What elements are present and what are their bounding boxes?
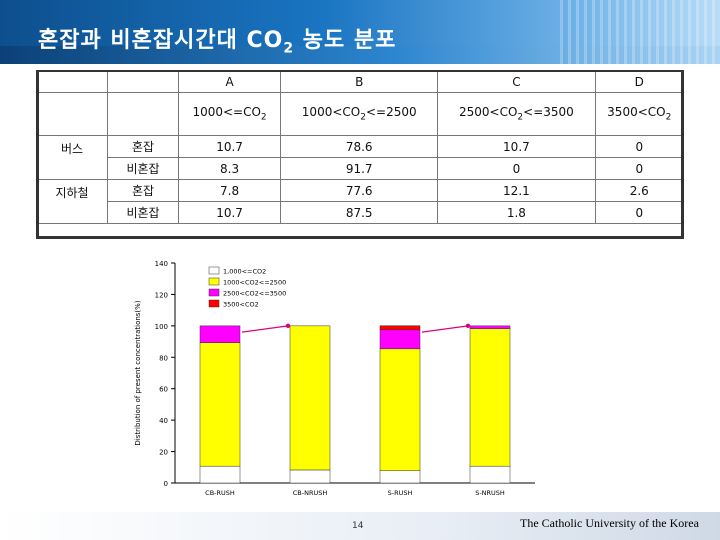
table-cell: 8.3 bbox=[177, 157, 282, 180]
table-range-row: 1000<=CO2 1000<CO2<=2500 2500<CO2<=3500 … bbox=[36, 92, 685, 136]
legend-swatch bbox=[208, 288, 220, 297]
bar-segment bbox=[289, 469, 331, 484]
table-cell: 0 bbox=[594, 157, 685, 180]
bar-segment bbox=[379, 329, 421, 350]
bar-segment bbox=[379, 470, 421, 484]
range-header: 1000<=CO2 bbox=[177, 92, 282, 136]
table-cell: 0 bbox=[437, 157, 596, 180]
y-tick-label: 60 bbox=[159, 386, 168, 394]
table-cell: 7.8 bbox=[177, 179, 282, 202]
table-corner-cell bbox=[107, 92, 179, 136]
y-tick-label: 100 bbox=[155, 323, 168, 331]
table-cell: 10.7 bbox=[177, 135, 282, 158]
legend-label: 2500<CO2<=3500 bbox=[223, 290, 286, 298]
table-cell: 87.5 bbox=[280, 201, 439, 224]
bar-segment bbox=[379, 348, 421, 471]
table-row: 비혼잡 8.3 91.7 0 0 bbox=[37, 157, 685, 180]
bar-segment bbox=[379, 325, 421, 331]
stacked-bar-chart: 0 20 40 60 80 100 120 140 Distribution of presen… bbox=[134, 260, 535, 497]
table-cell: 10.7 bbox=[177, 201, 282, 224]
legend-label: 1000<CO2<=2500 bbox=[223, 279, 286, 287]
banner-band bbox=[0, 46, 720, 64]
y-axis-label: Distribution of present concentrations(%… bbox=[134, 300, 142, 445]
y-tick-label: 0 bbox=[164, 480, 168, 488]
legend-swatch bbox=[208, 277, 220, 286]
table-corner-cell bbox=[36, 92, 108, 136]
title-banner bbox=[0, 0, 720, 64]
table-cell: 0 bbox=[594, 201, 685, 224]
organization-name: The Catholic University of the Korea bbox=[520, 516, 699, 530]
table-cell: 91.7 bbox=[280, 157, 439, 180]
table-cell: 0 bbox=[594, 135, 685, 158]
row-label: 비혼잡 bbox=[107, 201, 179, 224]
row-group-label: 지하철 bbox=[36, 179, 108, 224]
bar-segment bbox=[289, 325, 331, 471]
slide-title: 혼잡과 비혼잡시간대 CO2 농도 분포 bbox=[38, 28, 397, 57]
legend-label: 1,000<=CO2 bbox=[223, 268, 266, 276]
table-row: 버스 혼잡 10.7 78.6 10.7 0 bbox=[36, 135, 685, 180]
y-tick-label: 140 bbox=[155, 260, 168, 268]
legend-swatch bbox=[208, 299, 220, 308]
table-cell: 12.1 bbox=[437, 179, 596, 202]
bar-segment bbox=[199, 465, 241, 484]
table-cell: 78.6 bbox=[280, 135, 439, 158]
y-tick-label: 80 bbox=[159, 354, 168, 362]
y-tick-label: 20 bbox=[159, 449, 168, 457]
table-cell: 10.7 bbox=[437, 135, 596, 158]
trend-arrow bbox=[241, 325, 289, 333]
table-corner-cell bbox=[36, 70, 108, 93]
x-tick-label: CB-NRUSH bbox=[293, 489, 328, 497]
bar-segment bbox=[469, 328, 511, 467]
column-header: D bbox=[594, 70, 685, 93]
range-header: 3500<CO2 bbox=[594, 92, 685, 136]
legend-label: 3500<CO2 bbox=[223, 301, 259, 309]
y-tick-label: 120 bbox=[155, 291, 168, 299]
table-cell: 1.8 bbox=[437, 201, 596, 224]
table-row: 비혼잡 10.7 87.5 1.8 0 bbox=[37, 201, 685, 224]
column-header: B bbox=[280, 70, 439, 93]
row-label: 혼잡 bbox=[107, 135, 179, 158]
table-corner-cell bbox=[107, 70, 179, 93]
x-tick-label: CB-RUSH bbox=[205, 489, 235, 497]
bar-segment bbox=[469, 465, 511, 484]
range-header: 1000<CO2<=2500 bbox=[280, 92, 439, 136]
legend-swatch bbox=[208, 266, 220, 275]
bar-segment bbox=[469, 325, 511, 329]
bar-segment bbox=[199, 342, 241, 467]
table-row: 지하철 혼잡 7.8 77.6 12.1 2.6 bbox=[36, 179, 685, 224]
arrow-head bbox=[465, 323, 471, 329]
table-bottom-rule bbox=[36, 236, 684, 239]
table-cell: 77.6 bbox=[280, 179, 439, 202]
arrow-head bbox=[285, 323, 291, 329]
table-header-row: A B C D bbox=[36, 70, 685, 93]
range-header: 2500<CO2<=3500 bbox=[437, 92, 596, 136]
column-header: A bbox=[177, 70, 282, 93]
page-number: 14 bbox=[352, 521, 364, 531]
x-tick-label: S-NRUSH bbox=[475, 489, 505, 497]
table-cell: 2.6 bbox=[594, 179, 685, 202]
co2-distribution-table: A B C D 1000<=CO2 1000<CO2<=2500 2500<CO… bbox=[36, 70, 685, 224]
banner-stripe bbox=[560, 0, 720, 64]
row-group-label: 버스 bbox=[36, 135, 108, 180]
row-label: 혼잡 bbox=[107, 179, 179, 202]
y-tick-label: 40 bbox=[159, 417, 168, 425]
column-header: C bbox=[437, 70, 596, 93]
row-label: 비혼잡 bbox=[107, 157, 179, 180]
x-tick-label: S-RUSH bbox=[388, 489, 413, 497]
trend-arrow bbox=[421, 325, 469, 333]
footer-bar bbox=[0, 512, 720, 540]
bar-segment bbox=[199, 325, 241, 343]
